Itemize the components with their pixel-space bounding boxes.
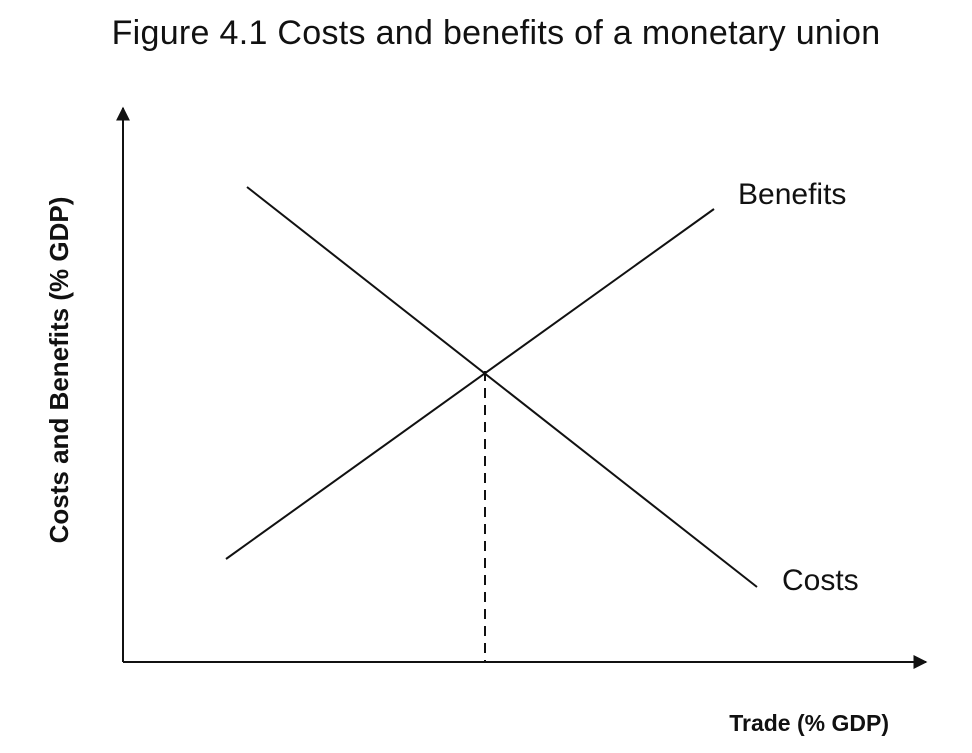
benefits-line [225, 208, 715, 560]
costs-label: Costs [782, 564, 859, 597]
x-axis-label: Trade (% GDP) [729, 710, 889, 736]
costs-line [246, 186, 758, 588]
y-axis-label: Costs and Benefits (% GDP) [44, 197, 74, 544]
benefits-label: Benefits [738, 178, 846, 211]
figure-title: Figure 4.1 Costs and benefits of a monet… [111, 14, 881, 52]
